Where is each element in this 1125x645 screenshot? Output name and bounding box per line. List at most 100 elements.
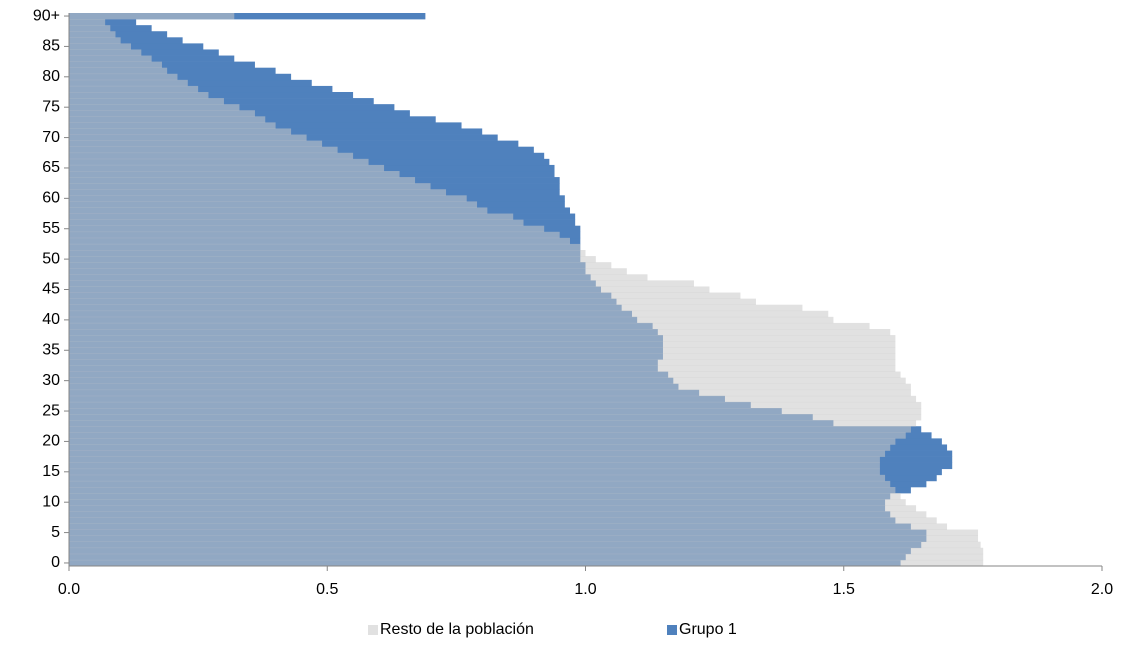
bar (69, 231, 560, 239)
bar (69, 389, 911, 397)
bar (69, 298, 756, 305)
bar (69, 31, 116, 38)
bar (69, 341, 896, 348)
y-tick-label: 5 (51, 524, 60, 541)
bar (69, 110, 255, 117)
bar (69, 116, 266, 123)
y-tick-label: 0 (51, 554, 60, 571)
y-tick-label: 85 (42, 38, 60, 55)
y-tick-label: 25 (42, 402, 60, 419)
x-tick-label: 1.5 (833, 581, 855, 598)
bar (69, 67, 168, 75)
bar (69, 462, 880, 470)
bar (69, 177, 416, 184)
y-tick-label: 60 (42, 190, 60, 207)
x-tick-label: 0.5 (316, 581, 338, 598)
bar (69, 493, 901, 500)
bar (69, 201, 478, 208)
bar (69, 408, 922, 415)
y-tick-label: 80 (42, 68, 60, 85)
bar (69, 444, 891, 451)
bar (69, 304, 803, 312)
bar (69, 140, 323, 147)
bar (69, 274, 648, 281)
bar (69, 92, 209, 99)
bar (69, 37, 121, 44)
bar (69, 79, 188, 87)
bar (69, 67, 276, 75)
y-tick-label: 55 (42, 220, 60, 237)
bar (69, 256, 596, 263)
bar (69, 292, 741, 299)
bar (69, 250, 586, 257)
bar (69, 164, 385, 172)
y-tick-label: 40 (42, 311, 60, 328)
bar (69, 474, 886, 482)
bar (69, 511, 927, 518)
bar (69, 383, 911, 391)
legend-swatch (667, 625, 677, 635)
bar (69, 322, 870, 330)
bar (69, 13, 426, 20)
bar (69, 158, 369, 166)
y-tick-label: 65 (42, 159, 60, 176)
bar (69, 335, 896, 342)
y-tick-label: 45 (42, 281, 60, 298)
bar (69, 73, 292, 81)
bar (69, 347, 896, 354)
bar (69, 365, 896, 372)
bar (69, 359, 896, 366)
y-tick-label: 50 (42, 250, 60, 267)
bar (69, 523, 948, 530)
y-tick-label: 15 (42, 463, 60, 480)
bar (69, 79, 312, 87)
bar (69, 73, 178, 81)
legend-label: Grupo 1 (679, 621, 737, 638)
bar (69, 553, 984, 561)
bar (69, 480, 891, 488)
legend-swatch (368, 625, 378, 635)
bar (69, 517, 937, 524)
bar (69, 19, 106, 26)
bar (69, 541, 981, 549)
bar (69, 426, 911, 433)
bar (69, 529, 979, 536)
bar (69, 189, 447, 196)
bar (69, 122, 276, 129)
bar (69, 152, 354, 160)
bar (69, 183, 431, 190)
bar (69, 450, 886, 457)
bar (69, 55, 152, 62)
bar (69, 43, 131, 50)
bar (69, 13, 235, 20)
bar (69, 237, 571, 245)
bar (69, 377, 906, 384)
bar (69, 25, 111, 32)
bar (69, 414, 922, 421)
bar (69, 104, 240, 111)
bar (69, 49, 219, 56)
bar (69, 268, 627, 275)
bar (69, 280, 694, 287)
bar (69, 225, 545, 233)
bar (69, 310, 829, 318)
bar (69, 438, 896, 445)
bar (69, 395, 917, 403)
bar (69, 499, 906, 506)
bar (69, 171, 400, 178)
bar (69, 505, 917, 512)
x-tick-label: 1.0 (574, 581, 596, 598)
bar (69, 329, 891, 336)
y-tick-label: 35 (42, 341, 60, 358)
bar (69, 243, 581, 251)
bar (69, 43, 204, 50)
bar (69, 401, 922, 409)
axes: 0 5 10 15 20 25 30 35 40 45 50 55 60 65 70 75 80 85 90+ 0.0… (33, 7, 1113, 638)
bar (69, 559, 984, 567)
bar (69, 468, 880, 476)
bar (69, 61, 162, 68)
bar (69, 85, 199, 93)
bar (69, 262, 612, 269)
bar (69, 286, 710, 293)
